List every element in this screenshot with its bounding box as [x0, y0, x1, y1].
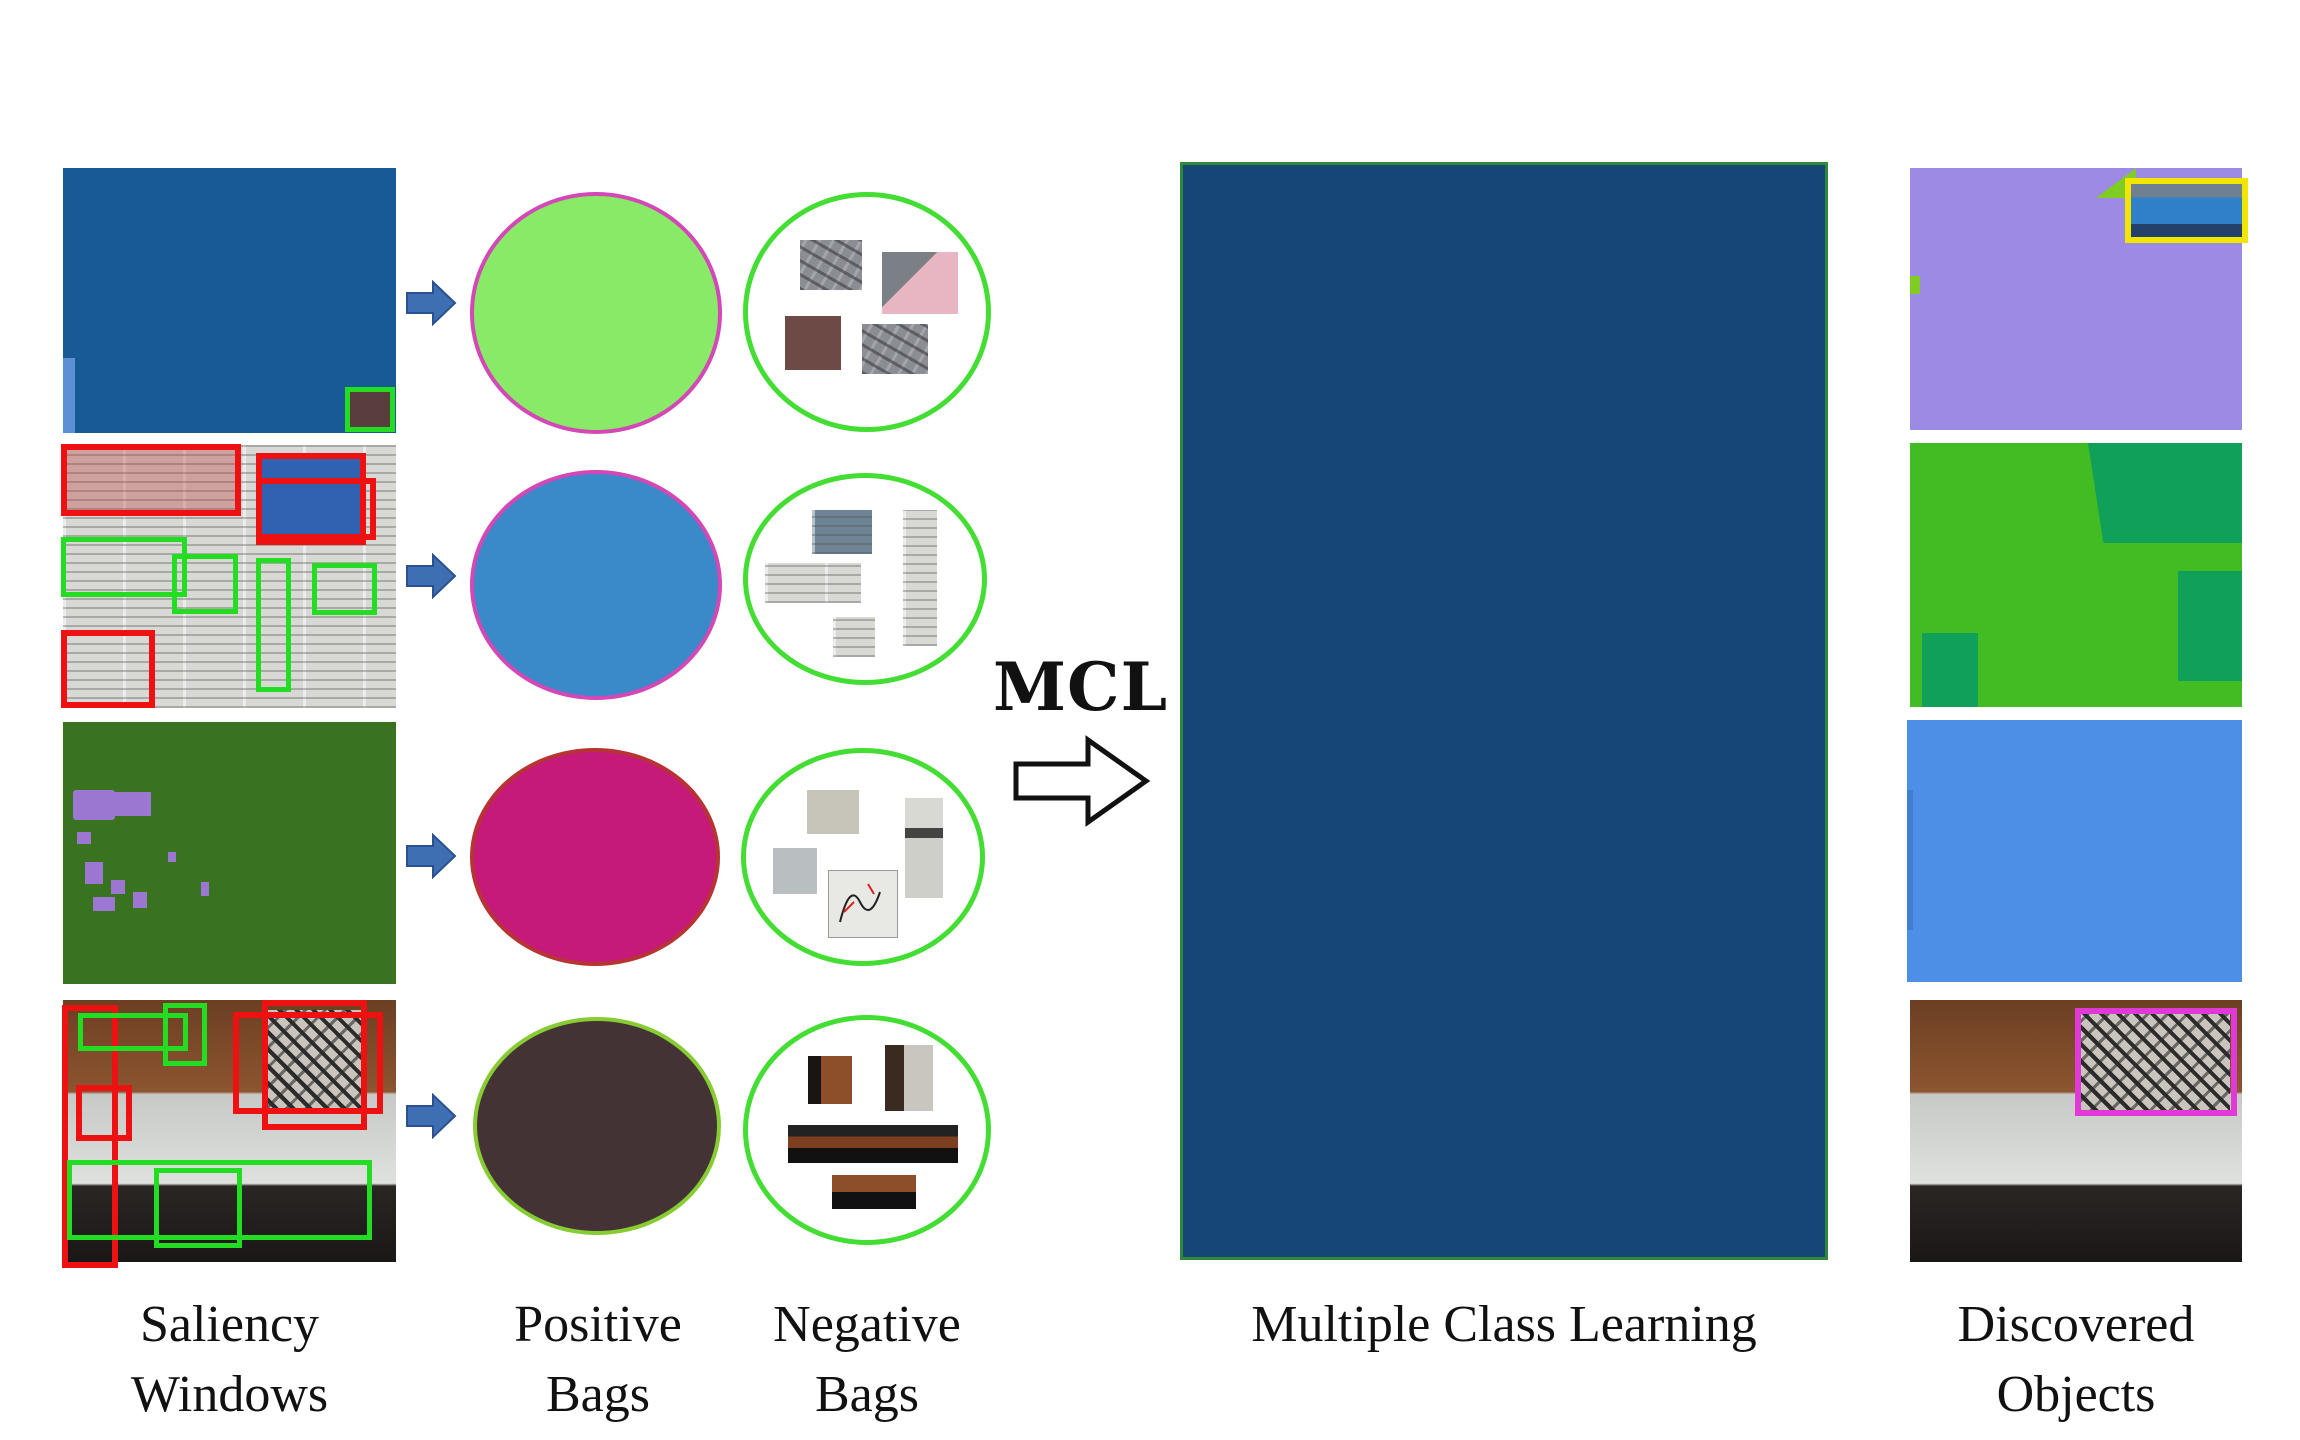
saliency-image-1 [63, 168, 396, 433]
negative-patch [807, 790, 859, 834]
multiple-class-learning-label: Multiple Class Learning [1251, 1296, 1757, 1353]
negative-patch [808, 1056, 852, 1104]
discovered-object-box [2075, 1008, 2237, 1116]
whiteboard-scribble-icon [839, 883, 881, 923]
right-arrow-icon [406, 833, 457, 879]
negative-patch [903, 510, 937, 646]
positive-bag-4 [473, 1017, 721, 1235]
positive-bag-1 [470, 192, 722, 434]
negative-window [61, 444, 241, 516]
negative-patch [800, 240, 862, 290]
negative-window [76, 1085, 132, 1141]
positive-window [154, 1168, 242, 1248]
negative-patch [785, 316, 841, 370]
negative-bag-2 [743, 473, 987, 685]
negative-patch [765, 563, 861, 603]
negative-window [262, 1000, 367, 1130]
negative-window [256, 478, 376, 540]
negative-patch [828, 870, 898, 938]
negative-patch [905, 798, 943, 898]
positive-bags-label: Positive Bags [514, 1296, 682, 1423]
negative-patch [812, 510, 872, 554]
discovered-image-3 [1907, 720, 2242, 982]
negative-bag-4 [743, 1015, 991, 1245]
outline-arrow-icon [1013, 735, 1151, 827]
negative-bag-3 [741, 748, 985, 966]
saliency-image-3 [63, 722, 396, 984]
negative-bag-1 [743, 192, 991, 432]
positive-window [172, 554, 238, 614]
negative-patch [885, 1045, 933, 1111]
positive-window [312, 563, 377, 615]
negative-patch [862, 324, 928, 374]
discovered-object-box [2125, 178, 2248, 243]
positive-bag-2 [470, 470, 722, 700]
discovered-cloth-region [2078, 1012, 2230, 1112]
negative-bags-label: Negative Bags [773, 1296, 961, 1423]
negative-patch [773, 848, 817, 894]
negative-patch [833, 617, 875, 657]
positive-window [163, 1003, 207, 1066]
discovered-image-2 [1910, 443, 2242, 707]
cloth-region [262, 1010, 362, 1114]
mcl-arrow-label: MCL [993, 648, 1168, 726]
negative-window [61, 630, 155, 708]
negative-patch [832, 1175, 916, 1209]
positive-window [67, 1160, 372, 1240]
right-arrow-icon [406, 280, 457, 326]
multiple-class-learning-panel [1180, 162, 1828, 1260]
positive-bag-3 [470, 748, 720, 966]
right-arrow-icon [406, 1093, 457, 1139]
positive-window [345, 387, 395, 432]
positive-window [61, 537, 187, 597]
positive-window [78, 1013, 188, 1051]
negative-patch [788, 1125, 958, 1163]
discovered-objects-label: Discovered Objects [1957, 1296, 2195, 1423]
saliency-windows-label: Saliency Windows [130, 1296, 329, 1423]
positive-window [256, 558, 291, 692]
right-arrow-icon [406, 553, 457, 599]
saliency-image-2 [63, 445, 396, 708]
negative-window [233, 1012, 383, 1114]
negative-patch [882, 252, 958, 314]
